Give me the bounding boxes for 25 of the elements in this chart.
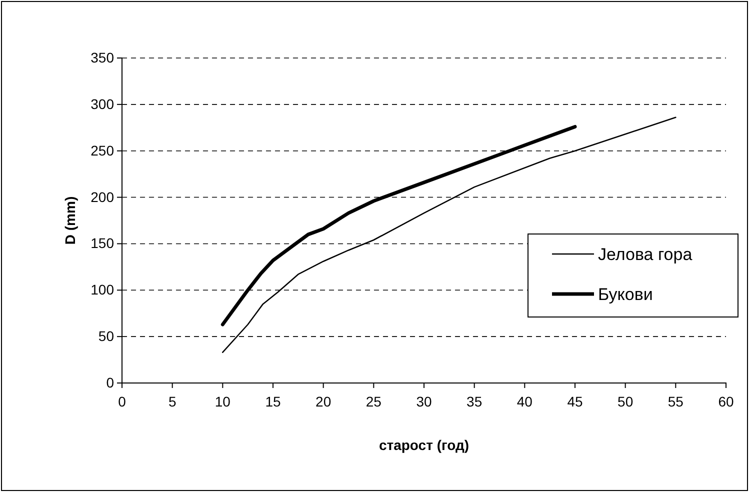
- x-tick-label: 45: [567, 393, 583, 410]
- x-axis-title: старост (год): [378, 437, 470, 453]
- x-tick-label: 35: [466, 393, 482, 410]
- y-tick-label: 250: [90, 142, 114, 158]
- y-tick-label: 150: [90, 235, 114, 252]
- y-tick-label: 300: [90, 96, 114, 112]
- x-tick-label: 60: [718, 393, 734, 410]
- x-tick-label: 0: [118, 393, 126, 410]
- x-tick-label: 20: [316, 393, 332, 410]
- x-tick-label: 55: [668, 393, 684, 410]
- legend-label: Букови: [598, 285, 653, 304]
- x-tick-label: 25: [366, 393, 382, 410]
- y-tick-label: 100: [90, 282, 114, 298]
- y-tick-label: 50: [98, 328, 114, 344]
- x-tick-label: 5: [168, 393, 176, 410]
- y-axis-title: D (mm): [62, 196, 78, 245]
- x-tick-label: 50: [618, 393, 634, 410]
- legend-label: Јелова гора: [598, 245, 693, 264]
- y-tick-label: 0: [106, 374, 114, 390]
- y-tick-label: 350: [90, 49, 114, 66]
- x-tick-label: 15: [265, 393, 281, 410]
- x-tick-label: 30: [416, 393, 432, 410]
- x-tick-label: 40: [516, 393, 533, 410]
- y-tick-label: 200: [90, 188, 114, 205]
- x-tick-label: 10: [214, 393, 231, 410]
